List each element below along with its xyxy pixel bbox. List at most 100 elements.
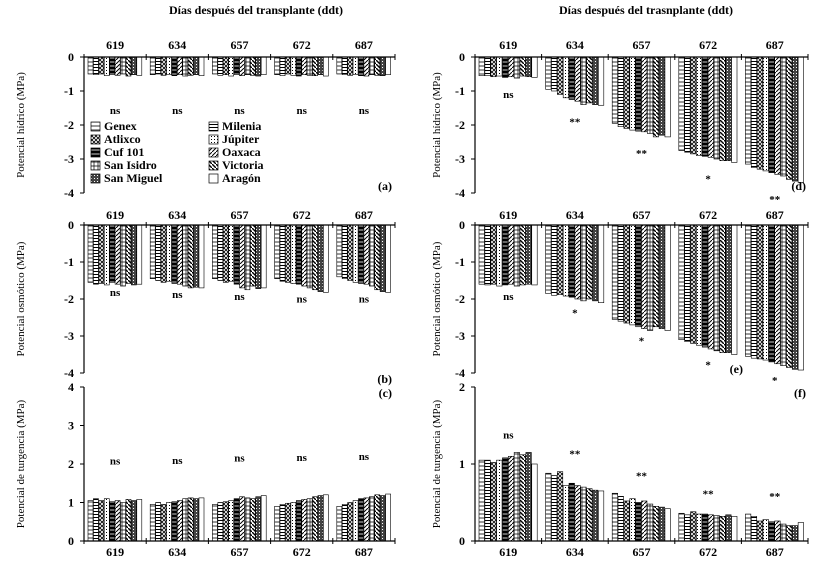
y-axis-label: Potencial osmótico (MPa): [15, 241, 27, 356]
bar-c-672-1: [274, 506, 280, 542]
category-label: 672: [293, 208, 311, 222]
bar-e-619-7: [513, 224, 520, 287]
bar-c-687-5: [358, 498, 364, 542]
bar-c-619-9: [131, 500, 137, 542]
legend-swatch: [208, 160, 219, 171]
category-label: 657: [231, 38, 249, 52]
bar-c-672-3: [285, 502, 291, 542]
bar-a-687-3: [347, 56, 353, 76]
y-tick-label: 1: [68, 496, 74, 510]
category-label: 657: [633, 38, 651, 52]
bar-d-619-2: [484, 56, 491, 77]
category-label: 672: [699, 208, 717, 222]
panel-label: (d): [791, 179, 806, 193]
bar-c-619-1: [87, 500, 94, 542]
bar-f-634-9: [592, 489, 599, 542]
legend-label: Victoria: [222, 158, 264, 172]
bar-e-657-5: [635, 224, 642, 328]
panel-c: ns 619 ns 634 ns 657 ns 672 ns 687 4 3 2 1 0 Potencial …: [15, 380, 396, 559]
legend-swatch: [90, 134, 101, 145]
y-tick-label: 0: [459, 50, 465, 64]
bar-d-687-6: [774, 56, 781, 175]
legend-swatch: [90, 160, 101, 171]
bar-b-619-5: [109, 224, 116, 283]
y-tick-label: -4: [64, 366, 74, 380]
significance-label: ns: [172, 455, 183, 467]
bar-f-657-2: [617, 496, 624, 542]
bar-f-672-4: [696, 513, 703, 542]
bar-c-634-4: [166, 502, 172, 542]
legend-item: Oaxaca: [208, 145, 261, 159]
legend-label: San Miguel: [104, 171, 163, 185]
category-label: 634: [168, 208, 186, 222]
bar-b-672-9: [317, 224, 324, 292]
significance-label: ns: [234, 453, 245, 465]
bar-c-619-10: [136, 499, 143, 542]
bar-c-634-8: [187, 497, 194, 542]
bar-f-672-6: [707, 514, 714, 542]
bar-d-634-9: [592, 56, 599, 105]
significance-label: ns: [234, 291, 245, 303]
bar-c-657-9: [255, 496, 262, 542]
y-tick-label: -1: [64, 84, 74, 98]
bar-f-672-3: [690, 511, 697, 542]
bar-f-619-10: [531, 463, 538, 542]
legend-swatch: [208, 134, 219, 145]
bar-f-687-7: [780, 523, 787, 542]
bar-a-634-8: [187, 56, 194, 76]
panel-f: ns 619 ** 634 ** 657 ** 672 ** 687 2 1 0 Potencial de…: [431, 380, 809, 559]
bar-e-634-10: [598, 224, 605, 303]
bar-e-687-3: [756, 224, 763, 360]
significance-label: **: [703, 489, 715, 501]
bar-c-687-2: [341, 504, 348, 542]
y-tick-label: -2: [455, 292, 465, 306]
panels: ns 619 ns 634 ns 657 ns 672 ns 687 0 -1 -2 -3 -4 Potenc…: [15, 38, 809, 559]
bar-a-672-10: [323, 56, 329, 77]
bar-f-687-10: [797, 522, 804, 542]
bar-d-672-4: [696, 56, 703, 156]
bar-c-657-6: [239, 496, 245, 542]
legend-item: Aragón: [208, 171, 261, 185]
bar-f-657-8: [652, 506, 659, 542]
bar-c-687-10: [385, 493, 391, 542]
y-tick-label: 0: [68, 534, 74, 548]
bar-c-672-7: [306, 498, 313, 542]
bar-b-634-5: [171, 224, 178, 284]
bar-a-619-9: [131, 56, 137, 75]
category-label: 619: [499, 38, 517, 52]
bar-a-672-5: [295, 56, 302, 77]
bar-b-672-4: [290, 224, 297, 284]
significance-label: *: [572, 308, 578, 320]
significance-label: *: [705, 360, 711, 372]
bar-a-634-1: [149, 56, 156, 75]
bar-f-672-2: [684, 514, 691, 542]
bar-b-634-1: [149, 224, 156, 279]
bar-b-687-9: [379, 224, 386, 292]
bar-f-687-8: [786, 525, 793, 542]
bar-b-687-1: [336, 224, 343, 278]
legend-swatch: [208, 121, 219, 132]
bar-a-687-7: [369, 56, 375, 75]
bar-a-687-6: [363, 56, 370, 77]
bar-f-619-8: [519, 454, 526, 542]
bar-f-672-7: [713, 515, 720, 542]
bar-b-634-3: [160, 224, 167, 283]
category-label: 687: [766, 545, 784, 559]
y-tick-label: 4: [68, 380, 74, 394]
bar-a-634-4: [166, 56, 172, 75]
bar-c-619-5: [109, 501, 116, 542]
bar-f-619-4: [496, 459, 503, 542]
y-axis-label: Potencial de turgencia (MPa): [15, 399, 27, 528]
bar-c-634-1: [149, 504, 156, 542]
bar-a-634-7: [182, 56, 189, 77]
bar-d-634-7: [580, 56, 587, 105]
bar-c-657-2: [217, 502, 224, 542]
y-tick-label: 0: [459, 218, 465, 232]
bar-b-672-8: [312, 224, 318, 291]
bar-b-634-8: [187, 224, 194, 289]
bar-b-687-3: [347, 224, 353, 281]
bar-b-634-6: [177, 224, 183, 285]
bar-a-619-6: [114, 56, 121, 76]
bar-e-672-1: [678, 224, 685, 340]
bar-d-687-9: [791, 56, 799, 182]
